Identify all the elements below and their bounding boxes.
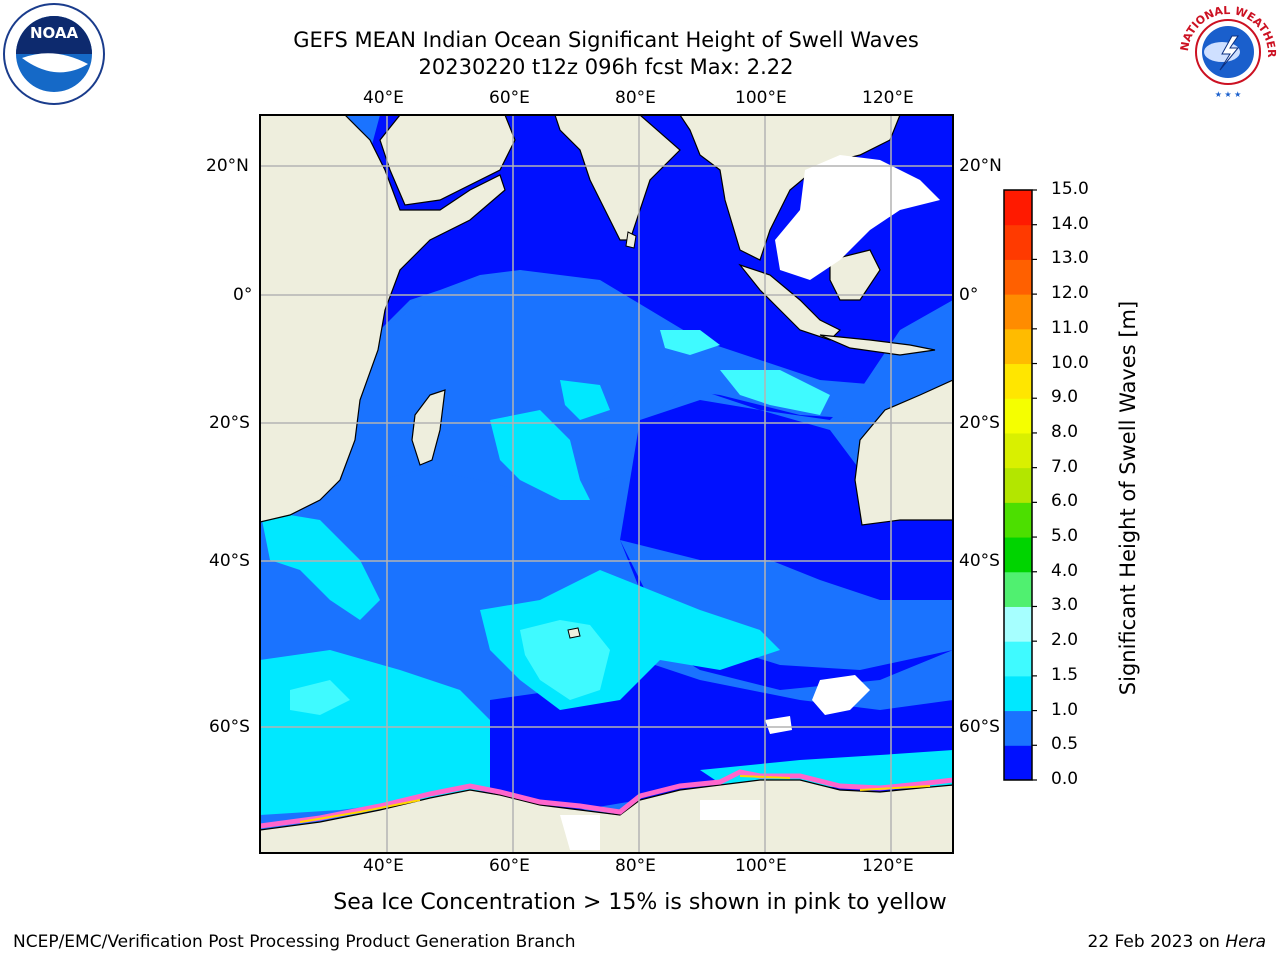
colorbar-swatch xyxy=(1004,224,1032,260)
colorbar-swatch xyxy=(1004,363,1032,399)
colorbar-swatch xyxy=(1004,328,1032,365)
lat-label-left: 60°S xyxy=(209,717,250,737)
land-antarctica xyxy=(260,779,953,853)
colorbar-swatch xyxy=(1004,606,1032,642)
lat-label-right: 20°S xyxy=(959,413,1000,433)
colorbar-swatch xyxy=(1004,745,1032,781)
colorbar-swatch xyxy=(1004,190,1032,226)
colorbar-swatch xyxy=(1004,537,1032,573)
colorbar-tick-label: 4.0 xyxy=(1051,560,1079,581)
lat-label-right: 60°S xyxy=(959,717,1000,737)
graticule xyxy=(260,115,953,853)
lon-label-top: 100°E xyxy=(735,88,787,108)
footer-date: 22 Feb 2023 on Hera xyxy=(1088,932,1266,952)
colorbar-swatch xyxy=(1004,502,1032,538)
map-frame xyxy=(259,114,954,854)
footer-machine: Hera xyxy=(1225,932,1266,952)
lat-label-right: 40°S xyxy=(959,551,1000,571)
colorbar-tick-label: 9.0 xyxy=(1051,387,1079,408)
chart-subtitle: 20230220 t12z 096h fcst Max: 2.22 xyxy=(418,55,794,79)
swell-1.0-1.5-sw xyxy=(260,510,380,620)
svg-text:★ ★ ★: ★ ★ ★ xyxy=(1215,90,1242,99)
lat-label-left: 20°N xyxy=(206,156,249,176)
lon-label-top: 80°E xyxy=(615,88,656,108)
masked-area-south xyxy=(812,675,870,715)
colorbar-swatch xyxy=(1004,432,1032,469)
swell-1.5-2.0-north xyxy=(660,330,720,355)
land-java xyxy=(819,334,936,356)
colorbar-tick-label: 15.0 xyxy=(1051,179,1089,199)
colorbar-swatch xyxy=(1004,398,1032,434)
lon-label-bottom: 80°E xyxy=(615,856,656,876)
land-sri-lanka xyxy=(625,231,637,249)
land-africa xyxy=(260,115,506,523)
swell-1.5-2.0-core xyxy=(520,620,610,700)
lon-label-bottom: 100°E xyxy=(735,856,787,876)
colorbar-tick-label: 0.0 xyxy=(1051,769,1079,789)
colorbar-tick-label: 0.5 xyxy=(1051,734,1079,755)
lon-label-bottom: 120°E xyxy=(862,856,914,876)
ocean-swell-central xyxy=(340,270,880,500)
sea-ice-caption: Sea Ice Concentration > 15% is shown in … xyxy=(333,890,947,915)
colorbar-tick-label: 13.0 xyxy=(1051,248,1089,269)
swell-1.0-1.5-patch xyxy=(560,380,610,420)
footer-date-text: 22 Feb 2023 on xyxy=(1087,932,1226,952)
lat-label-right: 20°N xyxy=(959,156,1002,176)
lon-label-bottom: 40°E xyxy=(363,856,404,876)
lat-label-right: 0° xyxy=(959,285,979,305)
land-arabia xyxy=(379,115,516,206)
colorbar-tick-label: 8.0 xyxy=(1051,421,1079,442)
lat-label-left: 40°S xyxy=(209,551,250,571)
colorbar-label: Significant Height of Swell Waves [m] xyxy=(1116,300,1140,696)
land-kerguelen xyxy=(567,627,581,639)
swell-1.5-2.0-east xyxy=(720,370,830,415)
colorbar-tick-label: 14.0 xyxy=(1051,213,1089,234)
land-borneo xyxy=(829,249,881,301)
colorbar-tick-label: 1.0 xyxy=(1051,699,1079,720)
colorbar-tick-label: 6.0 xyxy=(1051,491,1079,512)
lat-label-left: 20°S xyxy=(209,413,250,433)
lat-label-left: 0° xyxy=(233,285,253,305)
colorbar-tick-label: 10.0 xyxy=(1051,352,1089,373)
lon-label-top: 60°E xyxy=(489,88,530,108)
colorbar-swatch xyxy=(1004,710,1032,746)
swell-1.0-1.5-madagascar-east xyxy=(490,410,590,500)
colorbar-tick-label: 7.0 xyxy=(1051,456,1079,477)
colorbar-swatch xyxy=(1004,571,1032,607)
colorbar-swatch xyxy=(1004,641,1032,677)
colorbar xyxy=(1003,189,1037,781)
masked-area-south-2 xyxy=(765,716,792,734)
masked-area-maritime xyxy=(775,155,940,280)
masked-area-antarctic xyxy=(560,800,760,850)
land-australia xyxy=(854,379,953,526)
land-madagascar xyxy=(411,389,446,466)
colorbar-swatch xyxy=(1004,675,1032,712)
colorbar-tick-label: 1.5 xyxy=(1051,664,1079,685)
noaa-logo: NOAA xyxy=(3,3,105,105)
colorbar-swatch xyxy=(1004,467,1032,503)
colorbar-swatch xyxy=(1004,259,1032,295)
chart-title: GEFS MEAN Indian Ocean Significant Heigh… xyxy=(293,28,919,52)
colorbar-tick-label: 5.0 xyxy=(1051,526,1079,547)
colorbar-tick-label: 12.0 xyxy=(1051,283,1089,304)
swell-1.5-2.0-west xyxy=(290,680,350,715)
noaa-logo-text: NOAA xyxy=(30,24,79,42)
nws-logo: NATIONAL WEATHER SERVICE ★ ★ ★ xyxy=(1176,2,1278,100)
land-india xyxy=(554,115,681,241)
lon-label-top: 120°E xyxy=(862,88,914,108)
colorbar-tick-label: 3.0 xyxy=(1051,595,1079,616)
colorbar-swatch xyxy=(1004,294,1032,330)
sea-ice-edge xyxy=(260,769,953,829)
colorbar-tick-label: 2.0 xyxy=(1051,630,1079,651)
footer-credit: NCEP/EMC/Verification Post Processing Pr… xyxy=(13,932,576,952)
colorbar-frame xyxy=(1003,189,1033,781)
colorbar-tick-label: 11.0 xyxy=(1051,317,1089,338)
lon-label-bottom: 60°E xyxy=(489,856,530,876)
lon-label-top: 40°E xyxy=(363,88,404,108)
